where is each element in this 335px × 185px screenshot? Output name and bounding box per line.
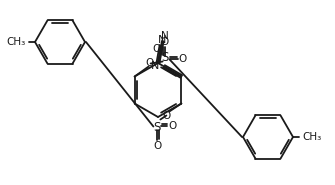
- Text: CH₃: CH₃: [302, 132, 321, 142]
- Text: O: O: [179, 53, 187, 63]
- Text: O: O: [160, 36, 169, 46]
- Text: CH₃: CH₃: [7, 37, 26, 47]
- Text: O: O: [168, 120, 177, 130]
- Text: N: N: [158, 35, 166, 45]
- Text: S: S: [154, 121, 161, 134]
- Text: S: S: [161, 51, 168, 64]
- Text: O: O: [162, 110, 171, 120]
- Text: O: O: [145, 58, 154, 68]
- Text: N: N: [161, 31, 169, 41]
- Text: O: O: [153, 140, 161, 151]
- Text: N: N: [151, 60, 159, 70]
- Text: O: O: [152, 43, 161, 53]
